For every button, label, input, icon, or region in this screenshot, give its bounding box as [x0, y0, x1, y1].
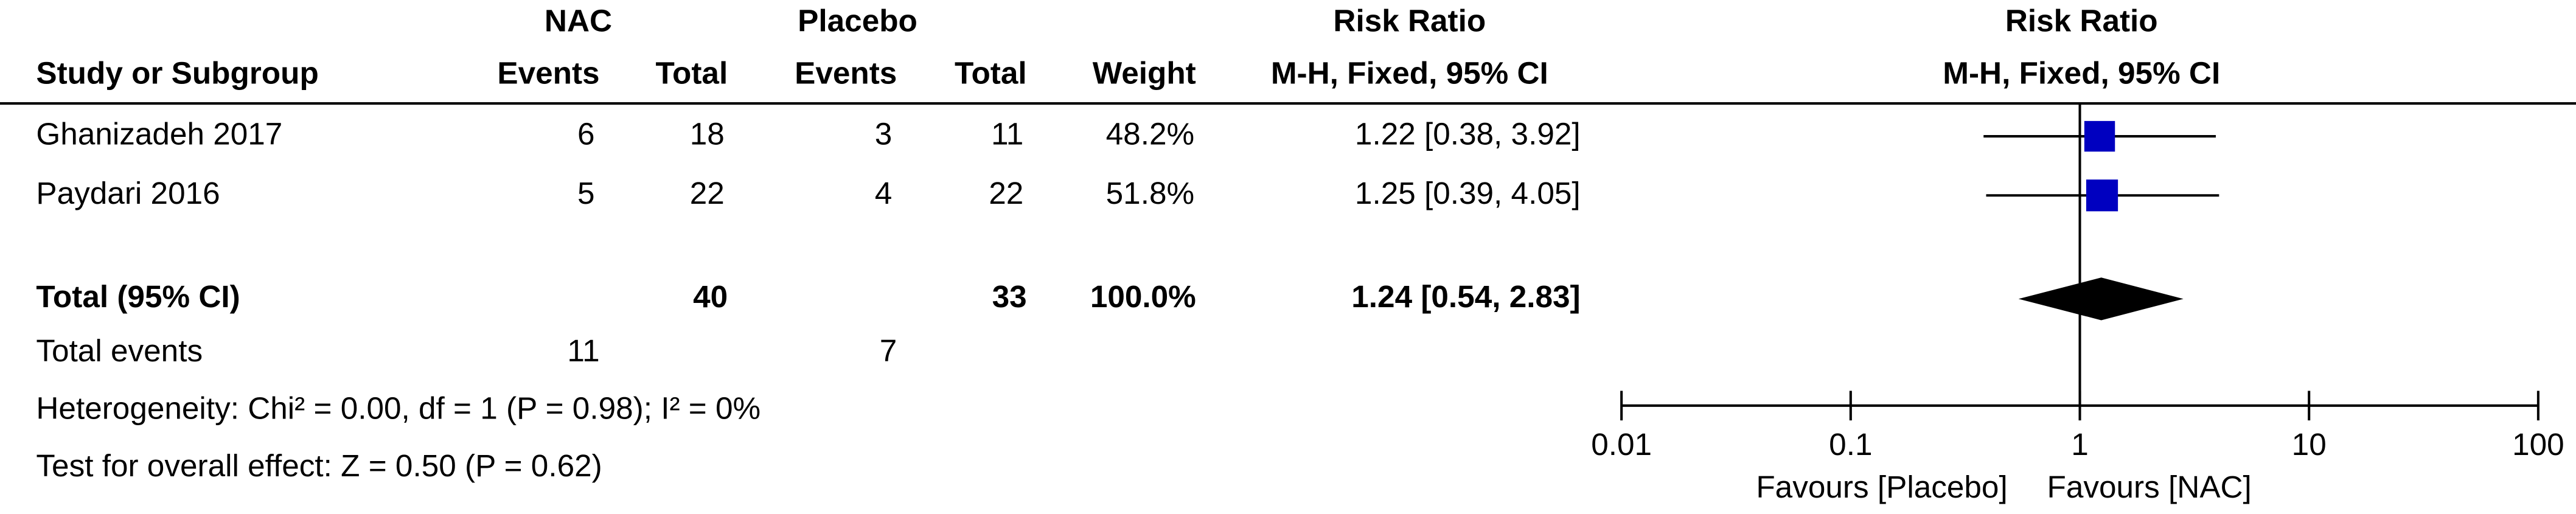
total-cell: 33: [992, 279, 1027, 314]
cell: 4: [875, 176, 893, 210]
effect-square: [2084, 120, 2115, 152]
effect-square: [2086, 179, 2118, 212]
column-header: M-H, Fixed, 95% CI: [1271, 56, 1548, 91]
column-header: Events: [795, 56, 897, 91]
cell: 51.8%: [1106, 176, 1194, 210]
group-header: Risk Ratio: [2005, 3, 2158, 38]
cell: 5: [577, 176, 595, 210]
favours-label: Favours [Placebo]: [1756, 470, 2007, 504]
total-events-label: Total events: [36, 333, 203, 368]
total-events-cell: 11: [567, 333, 599, 368]
x-tick-label: 10: [2292, 427, 2327, 462]
cell: 1.25 [0.39, 4.05]: [1355, 176, 1581, 210]
study-name: Paydari 2016: [36, 176, 220, 210]
cell: 6: [577, 117, 595, 151]
favours-label: Favours [NAC]: [2047, 470, 2252, 504]
total-name: Total (95% CI): [36, 279, 240, 314]
study-name: Ghanizadeh 2017: [36, 117, 282, 151]
cell: 48.2%: [1106, 117, 1194, 151]
x-tick-label: 100: [2512, 427, 2564, 462]
overall-effect: Test for overall effect: Z = 0.50 (P = 0…: [36, 448, 602, 483]
cell: 22: [989, 176, 1023, 210]
cell: 22: [690, 176, 725, 210]
group-header: NAC: [545, 3, 612, 38]
column-header: Weight: [1093, 56, 1196, 91]
group-header: Placebo: [798, 3, 917, 38]
column-header: Total: [955, 56, 1027, 91]
cell: 18: [690, 117, 725, 151]
total-cell: 1.24 [0.54, 2.83]: [1351, 279, 1580, 314]
column-header: Events: [497, 56, 599, 91]
x-tick-label: 0.1: [1829, 427, 1872, 462]
column-header: M-H, Fixed, 95% CI: [1943, 56, 2220, 91]
cell: 3: [875, 117, 893, 151]
x-tick-label: 1: [2071, 427, 2089, 462]
cell: 1.22 [0.38, 3.92]: [1355, 117, 1581, 151]
x-tick-label: 0.01: [1591, 427, 1652, 462]
total-cell: 100.0%: [1090, 279, 1196, 314]
heterogeneity: Heterogeneity: Chi² = 0.00, df = 1 (P = …: [36, 391, 761, 425]
cell: 11: [991, 117, 1023, 151]
total-events-cell: 7: [880, 333, 897, 368]
column-header: Total: [656, 56, 728, 91]
column-header: Study or Subgroup: [36, 56, 318, 91]
group-header: Risk Ratio: [1333, 3, 1486, 38]
total-diamond: [2018, 277, 2184, 321]
total-cell: 40: [693, 279, 728, 314]
